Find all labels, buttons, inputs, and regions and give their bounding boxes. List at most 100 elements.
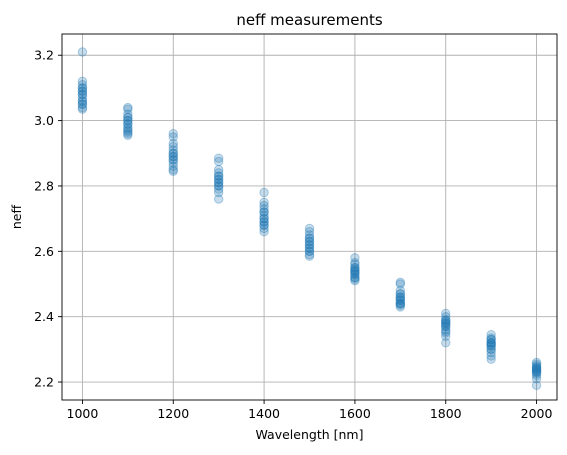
data-point	[395, 292, 406, 302]
data-point	[350, 272, 360, 283]
data-point	[486, 354, 496, 364]
data-point	[486, 338, 496, 348]
data-point	[531, 365, 542, 376]
data-point	[531, 367, 542, 377]
data-point	[123, 122, 133, 132]
data-point	[304, 227, 315, 237]
data-point	[213, 181, 224, 191]
data-point	[123, 104, 133, 114]
data-point	[395, 300, 406, 310]
data-point	[213, 187, 224, 198]
data-point	[304, 246, 315, 257]
data-point	[350, 266, 360, 276]
data-point	[168, 128, 178, 139]
data-point	[486, 341, 496, 351]
data-point	[395, 293, 406, 304]
data-point	[77, 99, 88, 109]
plot-frame	[61, 33, 558, 401]
data-point	[395, 298, 406, 309]
x-axis-label: Wavelength [nm]	[256, 427, 364, 442]
data-point	[350, 269, 360, 279]
data-point	[531, 360, 542, 371]
data-point	[395, 285, 406, 296]
data-point	[395, 277, 406, 288]
data-point	[259, 213, 269, 224]
data-point	[350, 274, 360, 284]
data-point	[168, 151, 178, 162]
data-point	[259, 207, 269, 217]
data-point	[259, 207, 269, 217]
data-point	[168, 145, 178, 155]
data-point	[441, 315, 451, 325]
data-point	[213, 181, 224, 191]
data-point	[304, 246, 315, 257]
data-point	[168, 161, 178, 172]
data-point	[77, 93, 88, 103]
data-point	[77, 89, 88, 100]
data-point	[259, 200, 269, 211]
data-point	[531, 362, 542, 373]
data-point	[77, 104, 88, 114]
data-point	[304, 249, 315, 260]
grid	[62, 34, 557, 400]
data-point	[486, 351, 496, 361]
data-point	[123, 130, 133, 141]
data-point	[77, 47, 88, 57]
data-point	[123, 125, 133, 136]
x-tick-label: 1800	[430, 406, 462, 421]
data-point	[168, 142, 178, 152]
data-point	[168, 155, 178, 165]
data-point	[123, 124, 133, 134]
data-point	[168, 164, 178, 175]
data-point	[259, 197, 269, 207]
data-point	[395, 302, 406, 312]
data-point	[441, 315, 451, 325]
data-point	[441, 338, 451, 348]
x-tick-label: 1400	[248, 406, 280, 421]
data-point	[123, 127, 133, 137]
data-point	[77, 96, 88, 106]
data-point	[213, 171, 224, 181]
data-point	[395, 298, 406, 309]
data-points	[77, 47, 542, 390]
data-point	[77, 99, 88, 109]
data-point	[168, 158, 178, 168]
data-point	[441, 321, 451, 332]
data-point	[441, 321, 451, 332]
data-point	[350, 269, 360, 279]
data-point	[304, 236, 315, 247]
data-point	[395, 289, 406, 299]
data-point	[395, 289, 406, 299]
data-point	[304, 230, 315, 240]
data-point	[350, 253, 360, 263]
data-point	[531, 364, 542, 374]
data-point	[350, 259, 360, 270]
data-point	[168, 148, 178, 158]
data-point	[213, 171, 224, 181]
data-point	[77, 79, 88, 90]
data-point	[395, 295, 406, 306]
data-point	[123, 115, 133, 126]
data-point	[213, 164, 224, 175]
data-point	[213, 156, 224, 167]
y-tick-label: 2.8	[34, 178, 54, 193]
data-point	[441, 320, 451, 330]
data-point	[531, 362, 542, 373]
data-point	[304, 240, 315, 250]
data-point	[441, 328, 451, 338]
data-point	[304, 233, 315, 243]
data-point	[168, 166, 178, 176]
data-point	[77, 102, 88, 113]
data-point	[213, 194, 224, 204]
data-point	[213, 168, 224, 178]
data-point	[259, 204, 269, 214]
data-point	[441, 316, 451, 327]
data-point	[486, 338, 496, 348]
data-point	[441, 325, 451, 335]
y-tick-label: 3.2	[34, 48, 54, 63]
data-point	[531, 367, 542, 377]
data-point	[304, 236, 315, 247]
y-tick-label: 2.6	[34, 244, 54, 259]
data-point	[213, 177, 224, 188]
